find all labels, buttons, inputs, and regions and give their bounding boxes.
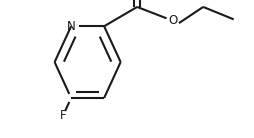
Text: N: N [67,20,75,33]
Text: F: F [60,109,66,122]
Text: O: O [168,14,177,27]
